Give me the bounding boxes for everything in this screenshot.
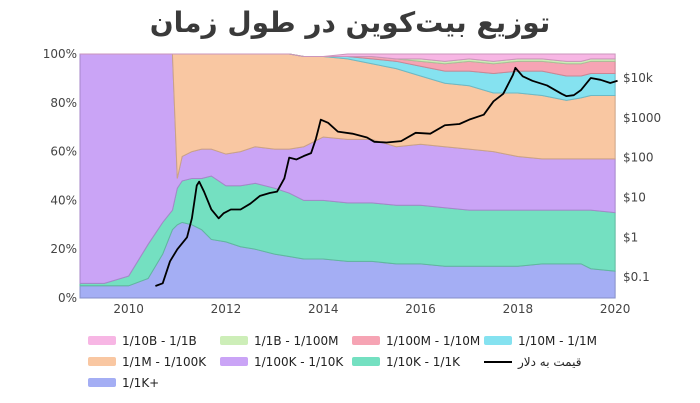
legend-label: 1/100K - 1/10K xyxy=(254,354,344,369)
legend-swatch xyxy=(88,336,116,345)
legend-swatch xyxy=(88,378,116,387)
y2-tick-label: $10 xyxy=(623,190,646,204)
y-tick-label: 20% xyxy=(50,242,77,256)
y2-tick-label: $0.1 xyxy=(623,270,650,284)
legend-item[interactable]: 1/100K - 1/10K xyxy=(220,351,352,372)
legend-label: 1/1M - 1/100K xyxy=(122,354,207,369)
area-series-1-10B-1-1B xyxy=(80,53,616,62)
legend-label: 1/10M - 1/1M xyxy=(518,333,597,348)
x-tick-label: 2014 xyxy=(308,302,339,316)
stacked-area-layer xyxy=(79,53,616,299)
legend-row: 1/1K+ xyxy=(88,372,648,393)
legend-label: قیمت به دلار xyxy=(518,354,582,369)
legend-swatch xyxy=(352,357,380,366)
x-tick-label: 2020 xyxy=(600,302,631,316)
y2-tick-label: $10k xyxy=(623,71,653,85)
y-tick-label: 40% xyxy=(50,193,77,207)
legend-item[interactable]: 1/100M - 1/10M xyxy=(352,330,484,351)
y2-tick-label: $1000 xyxy=(623,111,661,125)
legend-swatch xyxy=(220,357,248,366)
legend: 1/10B - 1/1B 1/1B - 1/100M 1/100M - 1/10M 1… xyxy=(88,330,648,393)
price-line-layer xyxy=(155,66,618,287)
price-line xyxy=(155,66,618,287)
x-tick-label: 2010 xyxy=(113,302,144,316)
y-tick-label: 100% xyxy=(43,47,77,61)
legend-item[interactable]: 1/10K - 1/1K xyxy=(352,351,484,372)
x-tick-label: 2018 xyxy=(503,302,534,316)
legend-item[interactable]: 1/10M - 1/1M xyxy=(484,330,616,351)
legend-line-swatch xyxy=(484,360,512,363)
legend-item[interactable]: 1/1M - 1/100K xyxy=(88,351,220,372)
legend-item[interactable]: 1/1K+ xyxy=(88,372,220,393)
legend-swatch xyxy=(484,336,512,345)
x-tick-label: 2016 xyxy=(405,302,436,316)
y-tick-label: 80% xyxy=(50,96,77,110)
legend-swatch xyxy=(352,336,380,345)
legend-label: 1/100M - 1/10M xyxy=(386,333,481,348)
legend-swatch xyxy=(88,357,116,366)
legend-row: 1/10B - 1/1B 1/1B - 1/100M 1/100M - 1/10M 1… xyxy=(88,330,648,351)
chart-title: توزیع بیت‌کوین در طول زمان xyxy=(149,6,551,39)
x-tick-label: 2012 xyxy=(211,302,242,316)
y2-tick-label: $1 xyxy=(623,230,638,244)
legend-row: 1/1M - 1/100K 1/100K - 1/10K 1/10K - 1/1K ق… xyxy=(88,351,648,372)
y-tick-label: 0% xyxy=(58,291,77,305)
legend-label: 1/10B - 1/1B xyxy=(122,333,197,348)
axes-layer: 2010 2012 2014 2016 2018 2020 0% 20% 40% 60% 80% 10… xyxy=(43,47,662,316)
y2-tick-label: $100 xyxy=(623,151,654,165)
legend-label: 1/1K+ xyxy=(122,375,160,390)
chart-canvas: 2010 2012 2014 2016 2018 2020 0% 20% 40% 60% 80% 10… xyxy=(43,47,662,316)
legend-item[interactable]: 1/10B - 1/1B xyxy=(88,330,220,351)
legend-swatch xyxy=(220,336,248,345)
legend-label: 1/1B - 1/100M xyxy=(254,333,339,348)
legend-label: 1/10K - 1/1K xyxy=(386,354,460,369)
legend-item[interactable]: 1/1B - 1/100M xyxy=(220,330,352,351)
y-tick-label: 60% xyxy=(50,145,77,159)
legend-item[interactable]: قیمت به دلار xyxy=(484,351,616,372)
